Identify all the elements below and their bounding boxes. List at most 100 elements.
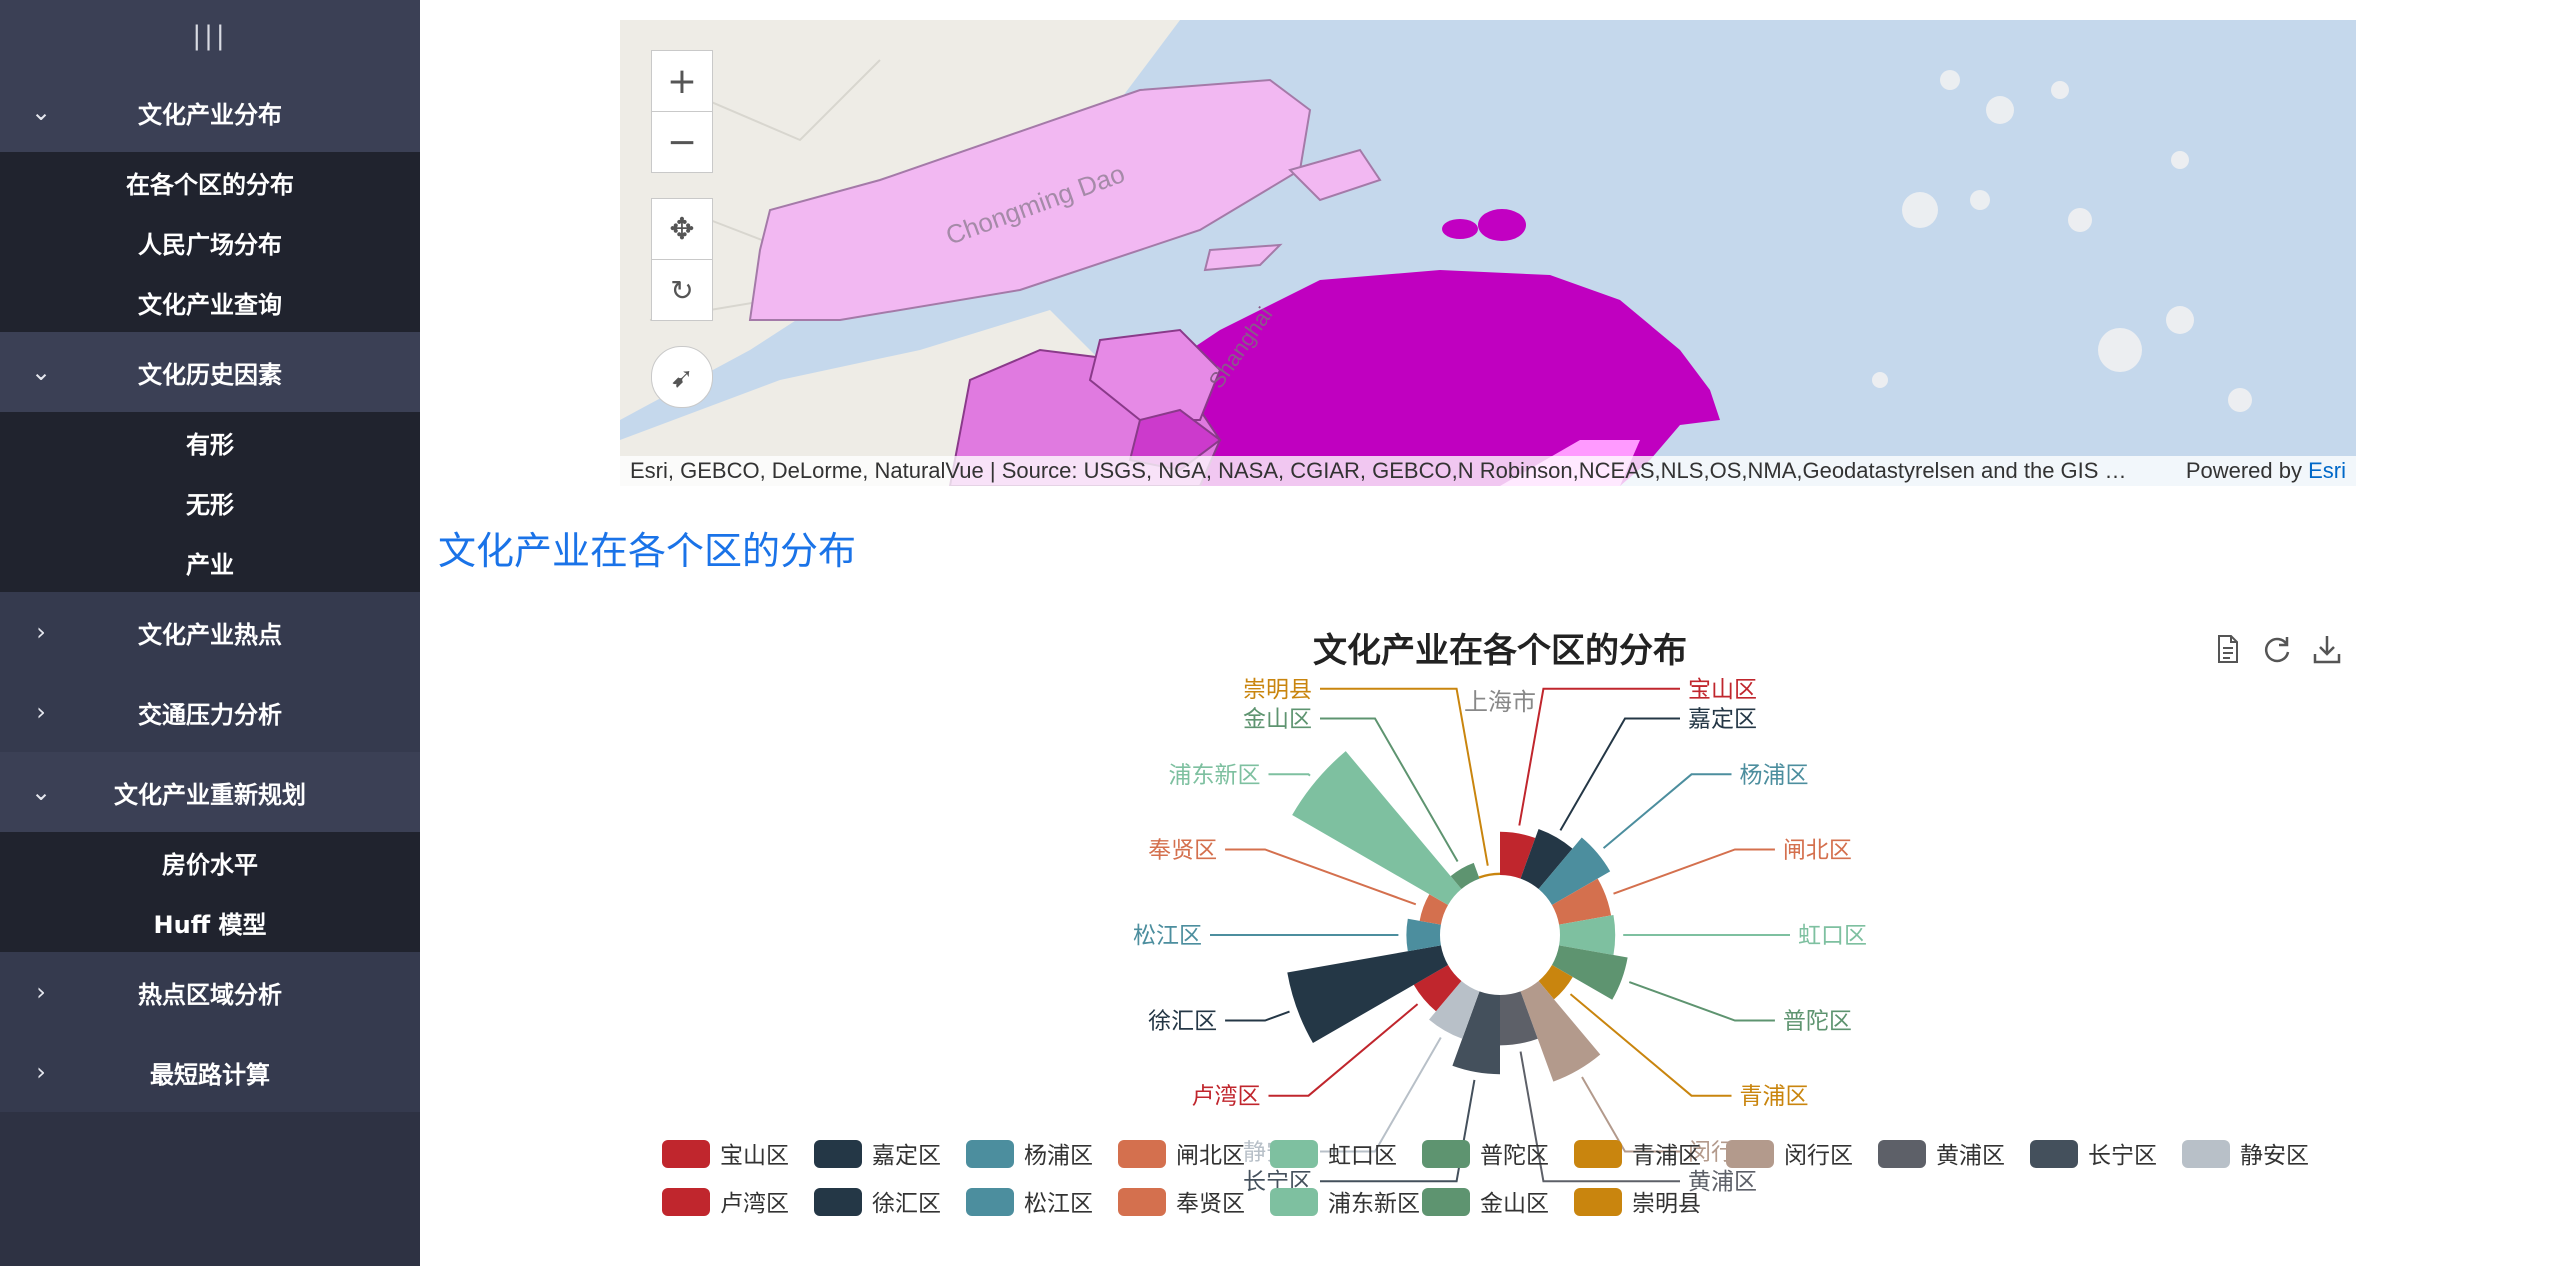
legend-swatch[interactable] <box>1270 1188 1318 1216</box>
legend-item[interactable]: 黄浦区 <box>1936 1143 2005 1169</box>
legend-swatch[interactable] <box>1574 1140 1622 1168</box>
sector-label: 松江区 <box>1133 923 1202 949</box>
compass-button[interactable]: ➹ <box>651 346 713 408</box>
legend-item[interactable]: 静安区 <box>2240 1143 2309 1169</box>
legend-item[interactable]: 虹口区 <box>1328 1143 1397 1169</box>
legend-item[interactable]: 普陀区 <box>1480 1143 1549 1169</box>
legend-swatch[interactable] <box>966 1140 1014 1168</box>
rose-sector[interactable] <box>1520 980 1601 1082</box>
legend-swatch[interactable] <box>966 1188 1014 1216</box>
legend-swatch[interactable] <box>1118 1140 1166 1168</box>
rose-sector[interactable] <box>1551 878 1612 925</box>
legend-item[interactable]: 长宁区 <box>2088 1143 2157 1169</box>
legend-item[interactable]: 徐汇区 <box>872 1191 941 1217</box>
rose-sector[interactable] <box>1500 991 1538 1046</box>
legend-swatch[interactable] <box>1118 1188 1166 1216</box>
restore-icon[interactable] <box>2260 632 2294 666</box>
menu-group-hot-area-analysis[interactable]: › 热点区域分析 <box>0 952 420 1032</box>
menu-group-culture-distribution[interactable]: ⌄ 文化产业分布 <box>0 72 420 152</box>
zoom-out-button[interactable]: − <box>651 111 713 173</box>
sector-label: 崇明县 <box>1243 677 1312 703</box>
legend-item[interactable]: 宝山区 <box>720 1143 789 1169</box>
rose-sector[interactable] <box>1538 965 1573 1000</box>
legend-swatch[interactable] <box>814 1188 862 1216</box>
legend-swatch[interactable] <box>2030 1140 2078 1168</box>
rose-sector[interactable] <box>1538 837 1611 905</box>
changxing-island <box>1288 148 1382 202</box>
legend-swatch[interactable] <box>1574 1188 1622 1216</box>
menu-item-industry-query[interactable]: 文化产业查询 <box>138 290 282 319</box>
legend-item[interactable]: 嘉定区 <box>872 1143 941 1169</box>
menu-group-shortest-path[interactable]: › 最短路计算 <box>0 1032 420 1112</box>
rose-sector[interactable] <box>1450 862 1480 890</box>
menu-group-hotspots[interactable]: › 文化产业热点 <box>0 592 420 672</box>
menu-item-peoples-square[interactable]: 人民广场分布 <box>138 230 282 259</box>
legend-swatch[interactable] <box>1726 1140 1774 1168</box>
menu-group-label: 文化产业重新规划 <box>114 780 306 809</box>
label-leader-line <box>1320 1079 1476 1183</box>
map-view[interactable]: Chongming Dao Shanghai + − ✥ ↻ ➹ Esri, G… <box>620 20 2356 486</box>
chart-subtitle: 上海市 <box>1464 688 1536 716</box>
rose-sector[interactable] <box>1452 991 1500 1075</box>
menu-toggle-icon[interactable]: ||| <box>0 0 420 72</box>
legend-item[interactable]: 青浦区 <box>1632 1143 1701 1169</box>
legend-swatch[interactable] <box>1270 1140 1318 1168</box>
rose-sector[interactable] <box>1551 945 1628 1000</box>
pan-button[interactable]: ✥ <box>651 198 713 260</box>
legend-item[interactable]: 杨浦区 <box>1024 1143 1093 1169</box>
legend-swatch[interactable] <box>662 1188 710 1216</box>
label-leader-line <box>1569 993 1732 1097</box>
legend-item[interactable]: 松江区 <box>1024 1191 1093 1217</box>
rose-chart: 文化产业在各个区的分布 上海市 宝山区 嘉定区 杨浦区 闸北区 虹口区 普陀区 青浦区 闵行区 黄浦… <box>640 620 2360 1240</box>
label-leader-line <box>1268 1003 1419 1097</box>
menu-group-label: 热点区域分析 <box>138 980 282 1009</box>
label-leader-line <box>1628 981 1775 1022</box>
label-leader-line <box>1581 1076 1680 1153</box>
legend-item[interactable]: 卢湾区 <box>720 1191 789 1217</box>
menu-item-tangible[interactable]: 有形 <box>186 430 234 459</box>
sector-label: 奉贤区 <box>1148 837 1217 863</box>
rose-sector[interactable] <box>1287 945 1449 1043</box>
legend-swatch[interactable] <box>1878 1140 1926 1168</box>
menu-item-district-distribution[interactable]: 在各个区的分布 <box>126 170 294 199</box>
rose-sector[interactable] <box>1419 894 1449 925</box>
zoom-in-button[interactable]: + <box>651 50 713 112</box>
legend-item[interactable]: 金山区 <box>1480 1191 1549 1217</box>
menu-item-house-price[interactable]: 房价水平 <box>162 850 258 879</box>
menu-item-intangible[interactable]: 无形 <box>186 490 234 519</box>
legend-item[interactable]: 闵行区 <box>1784 1143 1853 1169</box>
legend-swatch[interactable] <box>814 1140 862 1168</box>
rose-sector[interactable] <box>1478 872 1500 879</box>
menu-group-label: 文化产业热点 <box>138 620 282 649</box>
legend-item[interactable]: 闸北区 <box>1176 1143 1245 1169</box>
rotate-button[interactable]: ↻ <box>651 259 713 321</box>
menu-group-traffic-pressure[interactable]: › 交通压力分析 <box>0 672 420 752</box>
rose-sector[interactable] <box>1413 965 1462 1012</box>
menu-item-industry[interactable]: 产业 <box>186 550 234 579</box>
label-leader-line <box>1519 1051 1680 1183</box>
rose-sector[interactable] <box>1500 831 1536 879</box>
menu-group-label: 交通压力分析 <box>138 700 282 729</box>
rose-sector[interactable] <box>1429 980 1480 1039</box>
sidebar: ||| ⌄ 文化产业分布 在各个区的分布 人民广场分布 文化产业查询 ⌄ 文化历… <box>0 0 420 1266</box>
rose-sector[interactable] <box>1292 751 1462 905</box>
sector-label: 普陀区 <box>1783 1009 1852 1035</box>
menu-group-replanning[interactable]: ⌄ 文化产业重新规划 <box>0 752 420 832</box>
save-image-icon[interactable] <box>2310 632 2344 666</box>
basemap: Chongming Dao Shanghai <box>620 20 2252 486</box>
rose-sector[interactable] <box>1559 914 1616 956</box>
esri-link[interactable]: Esri <box>2308 458 2346 483</box>
rose-sector[interactable] <box>1520 829 1573 890</box>
menu-group-history-factors[interactable]: ⌄ 文化历史因素 <box>0 332 420 412</box>
legend-swatch[interactable] <box>1422 1188 1470 1216</box>
legend-item[interactable]: 崇明县 <box>1632 1191 1701 1217</box>
legend-item[interactable]: 浦东新区 <box>1328 1191 1420 1217</box>
legend-swatch[interactable] <box>2182 1140 2230 1168</box>
legend-swatch[interactable] <box>1422 1140 1470 1168</box>
sector-label: 宝山区 <box>1688 677 1757 703</box>
menu-item-huff-model[interactable]: Huff 模型 <box>153 910 267 939</box>
legend-item[interactable]: 奉贤区 <box>1176 1191 1245 1217</box>
rose-sector[interactable] <box>1406 918 1441 952</box>
data-view-icon[interactable] <box>2210 632 2244 666</box>
legend-swatch[interactable] <box>662 1140 710 1168</box>
